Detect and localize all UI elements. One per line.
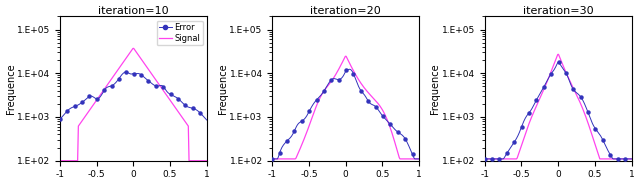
Y-axis label: Frequence: Frequence — [6, 63, 15, 114]
Title: iteration=20: iteration=20 — [310, 6, 381, 16]
Y-axis label: Frequence: Frequence — [218, 63, 228, 114]
Title: iteration=30: iteration=30 — [523, 6, 593, 16]
Y-axis label: Frequence: Frequence — [430, 63, 440, 114]
Legend: Error, Signal: Error, Signal — [157, 21, 203, 45]
Title: iteration=10: iteration=10 — [98, 6, 169, 16]
